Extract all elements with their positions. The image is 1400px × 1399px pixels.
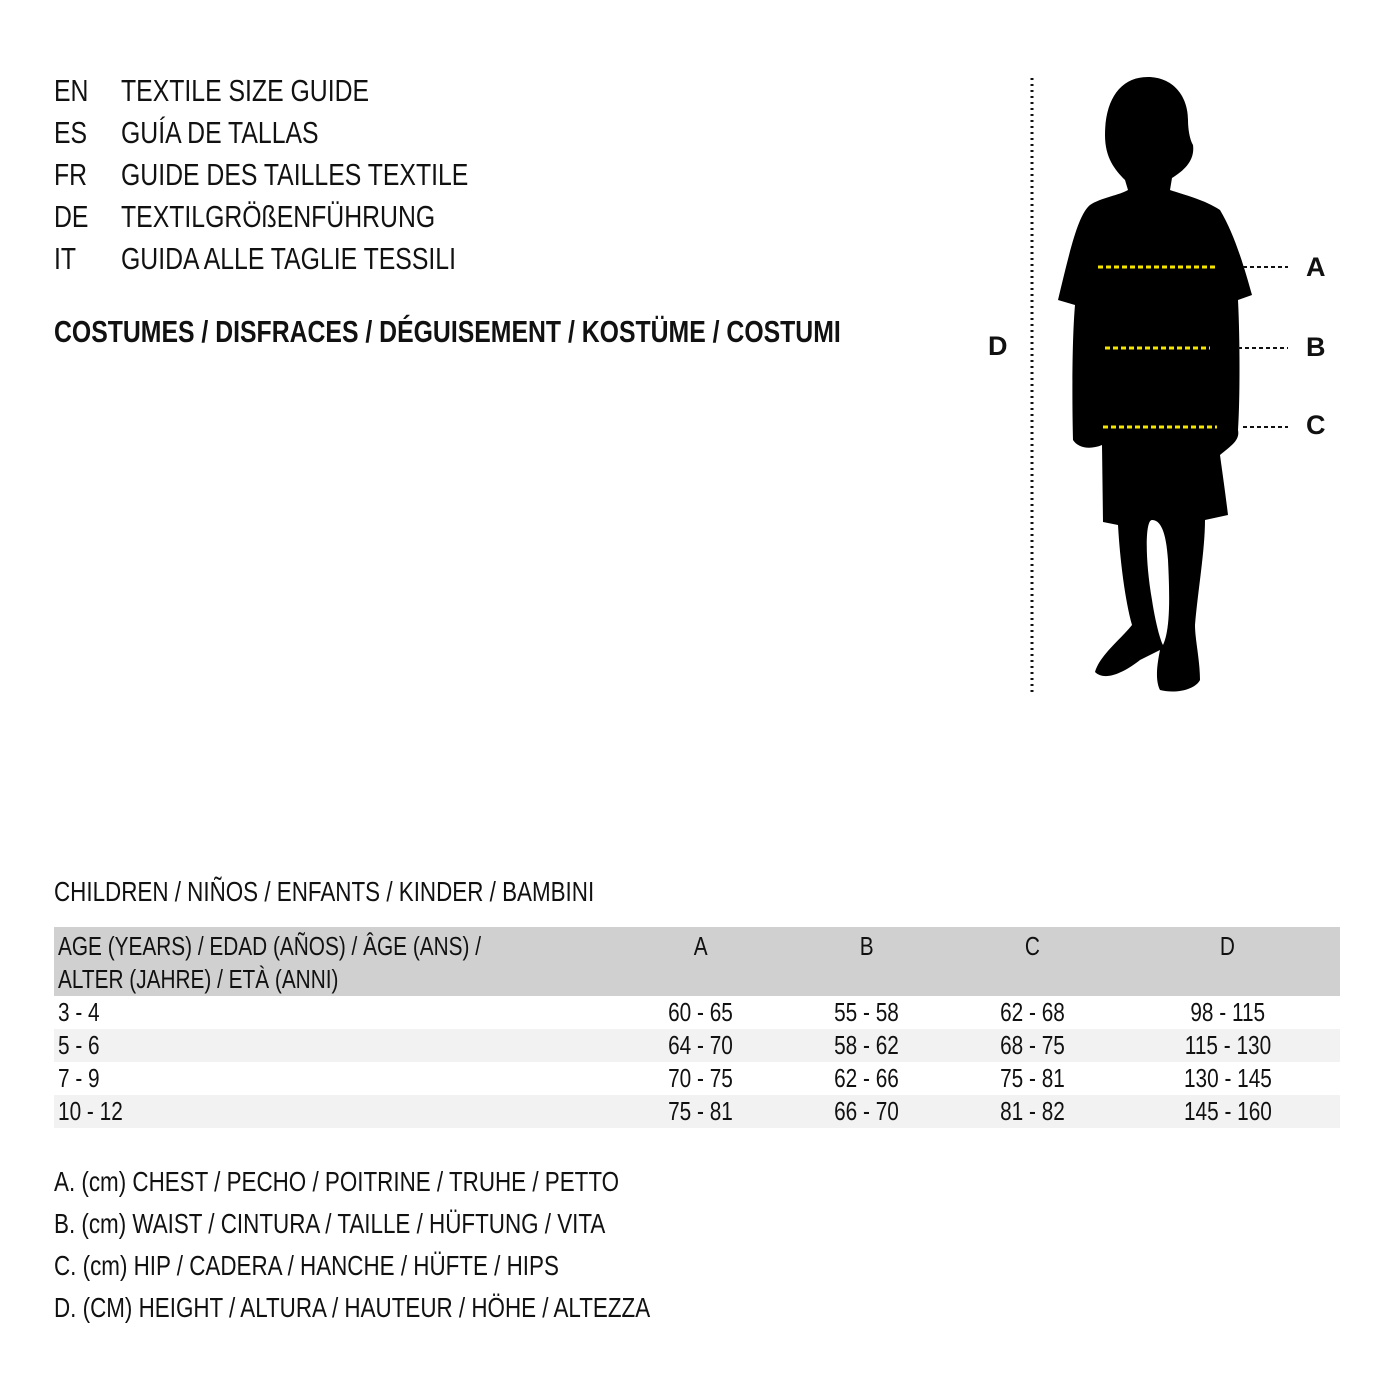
cell-a: 75 - 81	[668, 1096, 734, 1126]
lang-code: ES	[54, 115, 88, 150]
label-d: D	[988, 331, 1008, 361]
label-a: A	[1306, 252, 1326, 282]
subtitle: COSTUMES / DISFRACES / DÉGUISEMENT / KOS…	[54, 314, 1037, 350]
cell-b: 58 - 62	[834, 1030, 899, 1060]
lang-code: IT	[54, 241, 77, 276]
cell-b: 66 - 70	[834, 1096, 899, 1126]
cell-a: 70 - 75	[668, 1063, 734, 1093]
cell-a: 64 - 70	[668, 1030, 734, 1060]
lang-title: TEXTILGRÖßENFÜHRUNG	[121, 199, 436, 234]
subtitle-text: COSTUMES / DISFRACES / DÉGUISEMENT / KOS…	[54, 314, 841, 349]
child-silhouette	[1058, 77, 1252, 692]
table-row: 7 - 9 70 - 75 62 - 66 75 - 81 130 - 145	[54, 1062, 1340, 1095]
cell-b: 62 - 66	[834, 1063, 899, 1093]
cell-c: 62 - 68	[999, 997, 1065, 1027]
cell-c: 68 - 75	[999, 1030, 1065, 1060]
lang-title: GUÍA DE TALLAS	[121, 115, 319, 150]
lang-title: TEXTILE SIZE GUIDE	[121, 73, 370, 108]
header-d: D	[1115, 927, 1340, 996]
cell-age: 10 - 12	[58, 1096, 123, 1126]
table-row: 5 - 6 64 - 70 58 - 62 68 - 75 115 - 130	[54, 1029, 1340, 1062]
section-title-text: CHILDREN / NIÑOS / ENFANTS / KINDER / BA…	[54, 876, 595, 907]
lang-code: DE	[54, 199, 89, 234]
section-title: CHILDREN / NIÑOS / ENFANTS / KINDER / BA…	[54, 876, 729, 908]
legend-chest: A. (cm) CHEST / PECHO / POITRINE / TRUHE…	[54, 1166, 620, 1197]
cell-age: 3 - 4	[58, 997, 100, 1027]
table-row: 10 - 12 75 - 81 66 - 70 81 - 82 145 - 16…	[54, 1095, 1340, 1128]
cell-d: 145 - 160	[1183, 1096, 1272, 1126]
cell-d: 130 - 145	[1183, 1063, 1272, 1093]
table-header: AGE (YEARS) / EDAD (AÑOS) / ÂGE (ANS) / …	[54, 927, 1340, 996]
header-age-line1: AGE (YEARS) / EDAD (AÑOS) / ÂGE (ANS) /	[58, 931, 481, 961]
header-b: B	[783, 927, 950, 996]
table-row: 3 - 4 60 - 65 55 - 58 62 - 68 98 - 115	[54, 996, 1340, 1029]
lang-title: GUIDA ALLE TAGLIE TESSILI	[121, 241, 456, 276]
child-measurement-figure	[1030, 77, 1288, 692]
legend-waist: B. (cm) WAIST / CINTURA / TAILLE / HÜFTU…	[54, 1208, 606, 1239]
legend-hip: C. (cm) HIP / CADERA / HANCHE / HÜFTE / …	[54, 1250, 559, 1281]
cell-d: 115 - 130	[1184, 1030, 1271, 1060]
cell-c: 81 - 82	[999, 1096, 1065, 1126]
label-c: C	[1306, 410, 1326, 440]
lang-title: GUIDE DES TAILLES TEXTILE	[121, 157, 469, 192]
cell-c: 75 - 81	[999, 1063, 1065, 1093]
label-b: B	[1306, 332, 1326, 362]
cell-b: 55 - 58	[834, 997, 899, 1027]
cell-age: 5 - 6	[58, 1030, 100, 1060]
size-table: AGE (YEARS) / EDAD (AÑOS) / ÂGE (ANS) / …	[54, 927, 1340, 1128]
cell-age: 7 - 9	[58, 1063, 100, 1093]
header-age: AGE (YEARS) / EDAD (AÑOS) / ÂGE (ANS) / …	[54, 927, 618, 996]
legend-height: D. (CM) HEIGHT / ALTURA / HAUTEUR / HÖHE…	[54, 1292, 651, 1323]
lang-code: FR	[54, 157, 88, 192]
lang-code: EN	[54, 73, 89, 108]
header-age-line2: ALTER (JAHRE) / ETÀ (ANNI)	[58, 964, 339, 994]
header-a: A	[618, 927, 784, 996]
header-c: C	[949, 927, 1116, 996]
cell-a: 60 - 65	[668, 997, 734, 1027]
cell-d: 98 - 115	[1190, 997, 1265, 1027]
